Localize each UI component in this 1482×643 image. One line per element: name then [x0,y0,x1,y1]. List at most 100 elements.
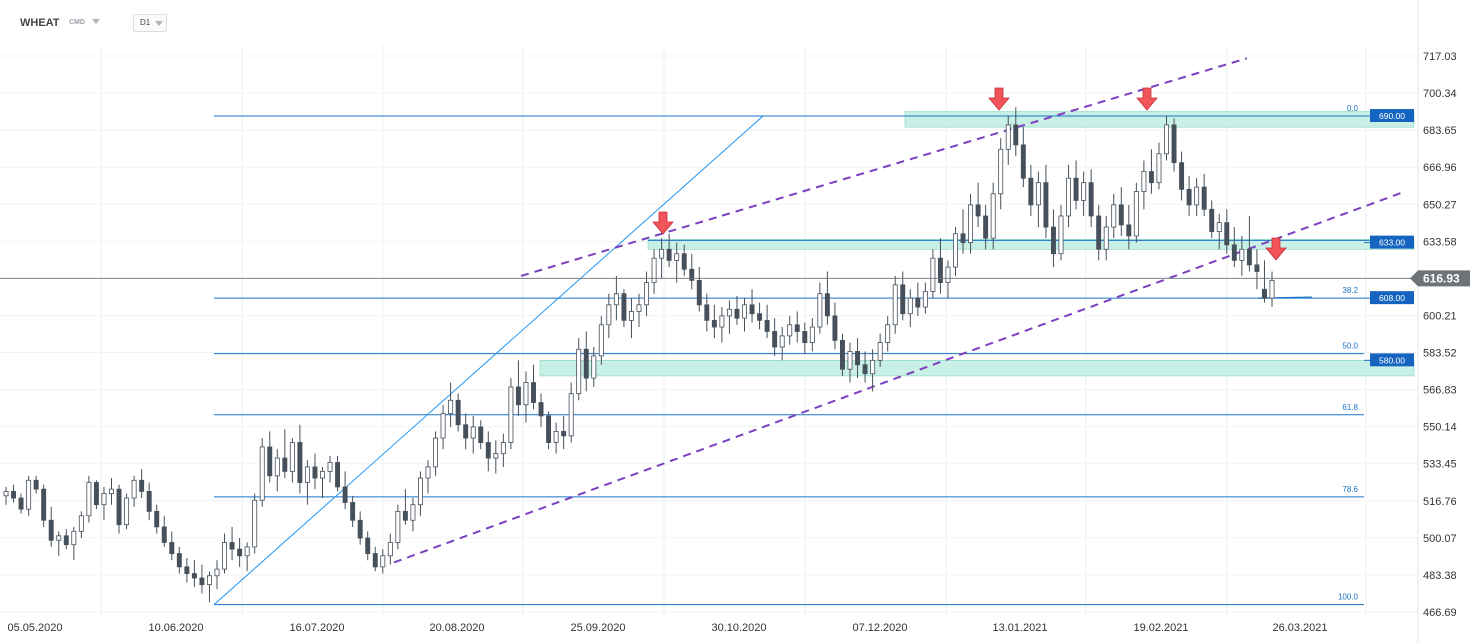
symbol-dropdown-chevron-down-icon[interactable] [92,19,100,24]
y-tick-label: 566.83 [1423,385,1457,397]
candle-body [485,442,491,459]
candle-body [824,293,830,317]
support-resistance-zone [539,359,1415,377]
fibonacci-level-label: 50.0 [1342,342,1358,351]
fibonacci-level-label: 61.8 [1342,403,1358,412]
y-tick-label: 666.96 [1423,162,1457,174]
candle-body [154,510,160,528]
candle-body [395,510,401,543]
candle-body [1050,226,1056,255]
candle-body [1111,204,1117,228]
candle-body [742,304,747,319]
fibonacci-level-label: 100.0 [1338,593,1359,602]
candle-body [531,382,536,403]
candle-body [417,477,423,506]
candle-body [139,479,145,492]
candle-body [553,431,559,443]
symbol-name[interactable]: WHEAT [20,17,60,29]
candle-body [372,553,378,568]
candle-body [1224,222,1230,246]
candle-body [86,482,92,517]
price-level-label: 580.00 [1379,355,1405,365]
candle-body [538,402,544,417]
y-tick-label: 700.34 [1423,88,1457,100]
candle-body [515,386,521,406]
price-level-label: 633.00 [1379,238,1405,248]
candle-body [440,413,446,439]
candle-body [922,291,928,308]
support-resistance-zone [904,111,1415,128]
x-tick-label: 25.09.2020 [570,622,625,634]
candle-body [56,535,62,541]
resistance-arrow-down-icon [1136,87,1158,111]
candle-body [968,204,974,244]
candle-body [63,535,69,546]
candle-body [1179,162,1185,190]
candle-body [365,537,371,554]
candle-body [1058,215,1064,255]
candle-body [847,351,853,370]
candle-body [206,575,212,586]
candle-body [48,519,54,541]
candle-body [342,486,348,503]
candle-body [802,331,808,343]
x-tick-label: 13.01.2021 [992,622,1047,634]
candle-body [470,426,476,439]
candle-body [1013,124,1019,146]
candle-body [606,304,612,326]
x-tick-label: 07.12.2020 [852,622,907,634]
candle-body [907,297,913,315]
candle-body [1261,288,1267,299]
candle-body [877,342,883,361]
candle-body [953,233,958,268]
candle-body [621,293,627,321]
candle-body [252,499,258,548]
price-level-badge [1370,291,1414,305]
candle-body [11,490,17,499]
candle-body [817,293,823,328]
x-tick-label: 20.08.2020 [429,622,484,634]
candle-body [463,424,469,439]
candle-body [109,488,114,494]
channel-upper-line [520,57,1248,277]
candle-body [1209,208,1215,232]
candle-body [493,453,499,459]
candle-body [1088,182,1094,217]
candle-body [772,331,778,348]
candle-body [983,215,989,239]
candle-body [1005,124,1011,150]
candle-body [176,553,182,568]
candle-body [297,442,303,483]
y-tick-label: 533.45 [1423,459,1457,471]
price-level-label: 690.00 [1379,111,1405,121]
candle-body [1239,248,1245,261]
candle-body [357,519,363,539]
candle-body [1066,177,1072,217]
y-tick-label: 650.27 [1423,199,1457,211]
candle-body [500,442,506,455]
candle-body [1171,124,1177,164]
timeframe-select[interactable]: D1 [133,14,167,32]
candle-body [214,568,220,577]
candle-body [832,315,838,341]
candle-body [433,437,439,468]
candle-body [327,462,333,472]
candle-body [1246,248,1252,266]
y-tick-label: 500.07 [1423,533,1457,545]
candle-body [289,442,295,472]
instrument-type: CMD [69,19,85,26]
candle-body [937,257,943,284]
low-marker-line [1257,296,1313,299]
price-level-badge [1370,235,1414,249]
candle-body [809,326,815,343]
candle-body [598,324,604,357]
candle-body [546,415,552,443]
resistance-arrow-down-icon [1265,237,1287,261]
candle-body [613,293,619,306]
candle-body [191,573,197,579]
candle-body [1216,222,1222,232]
price-level-label: 608.00 [1379,293,1405,303]
candle-body [455,399,461,426]
candle-body [628,311,634,321]
